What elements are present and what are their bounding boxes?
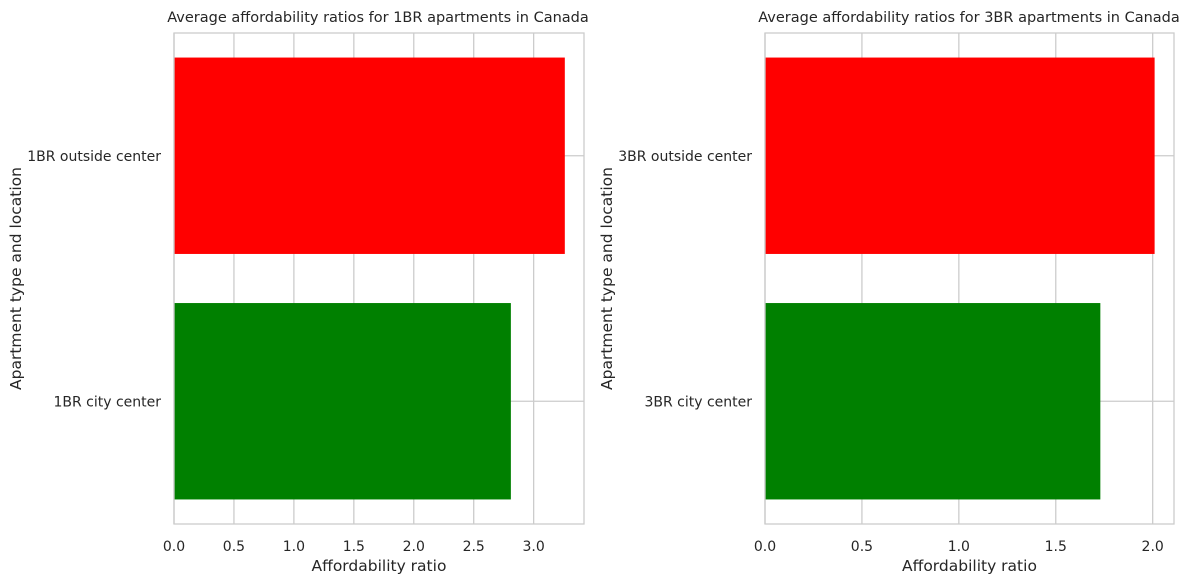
x-tick-label: 0.0	[754, 539, 776, 555]
x-axis-label: Affordability ratio	[312, 557, 447, 575]
axes-frame	[173, 32, 585, 525]
y-tick-label: 1BR outside center	[27, 149, 161, 165]
bar-1	[765, 57, 1155, 254]
bar-0	[174, 303, 511, 500]
y-tick-label: 3BR city center	[644, 394, 752, 410]
chart-title: Average affordability ratios for 3BR apa…	[758, 10, 1180, 26]
chart-panel-1br: 0.0 0.5 1.0 1.5 2.0 2.5 3.0 1BR city center 1BR …	[7, 10, 589, 575]
y-axis-label: Apartment type and location	[598, 167, 616, 390]
y-tick-label: 1BR city center	[53, 394, 161, 410]
x-axis-label: Affordability ratio	[902, 557, 1037, 575]
chart-title: Average affordability ratios for 1BR apa…	[167, 10, 589, 26]
y-tick-label: 3BR outside center	[618, 149, 752, 165]
chart-panel-3br: 0.0 0.5 1.0 1.5 2.0 3BR city center 3BR outsid…	[598, 10, 1180, 575]
x-tick-label: 0.5	[223, 539, 245, 555]
x-tick-label: 1.5	[343, 539, 365, 555]
x-tick-label: 2.0	[403, 539, 425, 555]
x-tick-label: 1.0	[948, 539, 970, 555]
x-tick-label: 1.5	[1045, 539, 1067, 555]
x-tick-label: 1.0	[283, 539, 305, 555]
bar-1	[174, 57, 565, 254]
axes-frame	[764, 32, 1175, 525]
bar-0	[765, 303, 1101, 500]
x-tick-label: 2.5	[463, 539, 485, 555]
x-tick-label: 3.0	[523, 539, 545, 555]
x-tick-label: 2.0	[1142, 539, 1164, 555]
y-axis-label: Apartment type and location	[7, 167, 25, 390]
x-tick-label: 0.5	[851, 539, 873, 555]
x-tick-label: 0.0	[163, 539, 185, 555]
